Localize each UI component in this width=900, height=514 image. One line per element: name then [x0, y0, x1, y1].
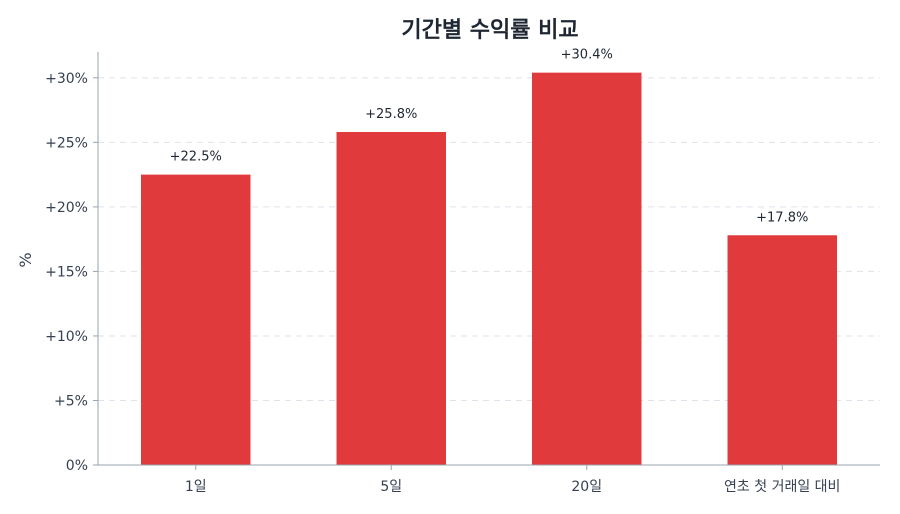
data-label: +30.4%: [561, 48, 613, 63]
y-axis-label: %: [16, 252, 35, 267]
x-tick-label: 20일: [571, 479, 602, 495]
data-label: +25.8%: [365, 107, 417, 122]
chart-title: 기간별 수익률 비교: [401, 18, 578, 43]
y-tick-label: +10%: [45, 329, 88, 345]
bars: [141, 72, 837, 466]
data-label: +22.5%: [170, 150, 222, 165]
x-tick-label: 연초 첫 거래일 대비: [724, 479, 840, 495]
x-tick-label: 1일: [185, 479, 207, 495]
axes: [93, 52, 880, 470]
y-tick-label: +30%: [45, 71, 88, 87]
y-tick-label: +15%: [45, 264, 88, 280]
x-tick-label: 5일: [380, 479, 402, 495]
bar: [141, 174, 251, 465]
y-tick-label: +25%: [45, 135, 88, 151]
labels: 0% +5% +10% +15% +20% +25% +30% +22.5% 1일 +25.8% 5…: [45, 48, 840, 495]
bar: [727, 235, 837, 465]
bar: [532, 72, 642, 466]
y-tick-label: +20%: [45, 200, 88, 216]
y-tick-label: 0%: [66, 458, 88, 474]
y-tick-label: +5%: [54, 393, 88, 409]
bar: [336, 132, 446, 466]
data-label: +17.8%: [756, 210, 808, 225]
